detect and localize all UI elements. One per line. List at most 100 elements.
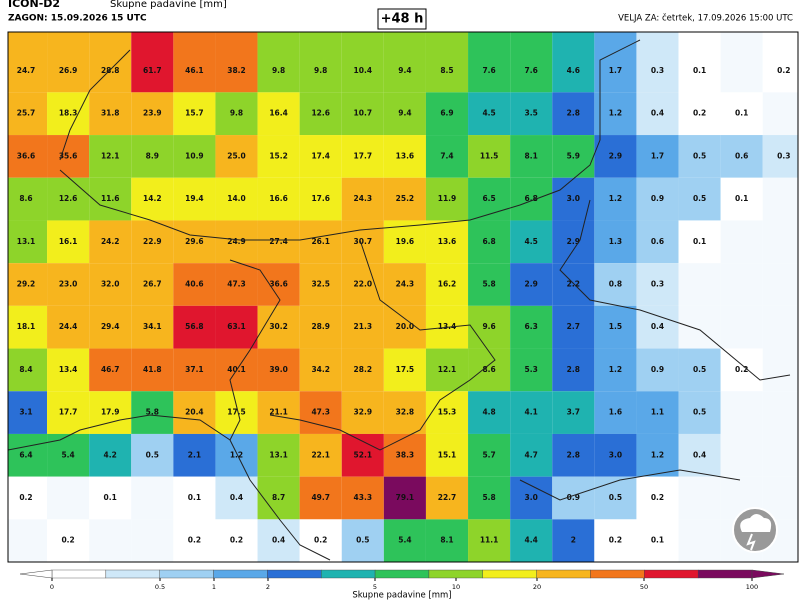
precip-value: 2.9 [525,280,538,289]
precip-value: 29.2 [17,280,36,289]
empty-cell [678,519,721,562]
precip-cell [47,135,90,178]
empty-cell [678,476,721,520]
precip-cell [552,92,595,136]
colorbar-segment [590,569,645,579]
precip-cell [8,92,48,136]
colorbar-arrow [751,569,785,579]
precip-cell [468,391,511,434]
precip-cell [8,177,48,221]
colorbar-tick-label: 0.5 [155,583,165,591]
precip-cell [678,92,721,136]
precip-cell [762,135,798,178]
colorbar-segment [321,569,376,579]
precip-cell [215,263,258,306]
precip-cell [47,519,90,562]
precip-value: 32.8 [396,408,415,417]
precip-value: 0.5 [609,493,622,502]
precip-cell [552,263,595,306]
precip-cell [425,177,469,221]
precip-value: 26.1 [311,237,330,246]
precip-value: 5.4 [398,536,411,545]
precip-value: 0.1 [693,66,706,75]
empty-cell [762,305,798,349]
precip-value: 5.4 [61,450,74,459]
precip-value: 8.5 [440,66,453,75]
precip-cell [341,305,384,349]
empty-cell [47,476,90,520]
precip-value: 9.6 [482,322,495,331]
precip-value: 49.7 [311,493,330,502]
precip-cell [89,32,132,93]
precip-value: 0.2 [61,536,74,545]
precip-value: 26.9 [59,66,78,75]
precip-value: 19.4 [185,194,204,203]
precip-cell [594,391,637,434]
precip-cell [47,92,90,136]
precip-value: 16.6 [269,194,288,203]
precip-value: 11.9 [438,194,457,203]
precip-value: 56.8 [185,322,204,331]
precip-cell [720,135,763,178]
precip-cell [8,391,48,434]
map-frame [7,31,799,563]
precip-value: 6.8 [525,194,538,203]
precip-value: 0.4 [272,536,285,545]
precip-value: 61.7 [143,66,162,75]
precip-cell [341,32,384,93]
precip-cell [341,177,384,221]
precip-value: 7.4 [440,151,453,160]
precip-cell [678,32,721,93]
precip-value: 1.2 [609,365,622,374]
precip-cell [257,177,300,221]
empty-cell [8,519,48,562]
precip-value: 0.2 [651,493,664,502]
precip-cell [678,348,721,392]
precip-cell [131,391,174,434]
precip-value: 11.1 [480,536,499,545]
precip-cell [89,476,132,520]
precip-value: 4.5 [525,237,538,246]
precip-cell [173,348,216,392]
precip-value: 20.4 [185,408,204,417]
precip-value: 7.6 [525,66,538,75]
precip-cell [257,519,300,562]
colorbar-segment [267,569,322,579]
precip-cell [383,177,426,221]
precip-value: 22.1 [311,450,330,459]
precip-value: 13.4 [438,322,457,331]
precip-value: 0.9 [651,365,664,374]
precip-cell [510,135,553,178]
precip-cell [215,476,258,520]
precip-value: 0.9 [651,194,664,203]
lead: +48 h [381,12,424,27]
colorbar-tick-label: 5 [373,583,377,591]
colorbar-tick-label: 100 [746,583,758,591]
precip-cell [173,476,216,520]
precip-cell [299,433,342,477]
precip-value: 0.1 [188,493,201,502]
precip-value: 4.7 [525,450,538,459]
empty-cell [762,177,798,221]
precip-value: 16.2 [438,280,457,289]
precip-value: 8.9 [146,151,159,160]
precip-cell [552,32,595,93]
precip-cell [510,177,553,221]
precip-cell [215,135,258,178]
precip-value: 4.4 [525,536,538,545]
precip-cell [89,263,132,306]
precip-cell [468,305,511,349]
precip-cell [8,348,48,392]
precip-cell [47,220,90,264]
precip-cell [636,476,679,520]
precip-value: 24.3 [354,194,373,203]
precip-cell [215,177,258,221]
precip-cell [383,135,426,178]
precip-cell [594,305,637,349]
colorbar-segment [697,569,753,579]
precip-value: 27.4 [269,237,288,246]
precip-value: 39.0 [269,365,288,374]
precip-value: 2.7 [567,322,580,331]
precip-cell [510,476,553,520]
precip-value: 32.0 [101,280,120,289]
